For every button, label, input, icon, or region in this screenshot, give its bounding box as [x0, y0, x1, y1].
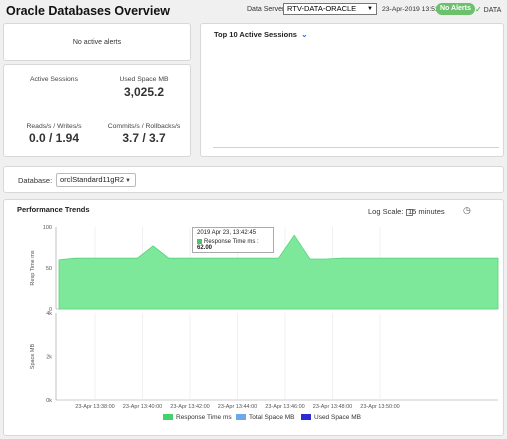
x-tick-label: 23-Apr 13:42:00 [170, 404, 209, 410]
y-tick-label: 4k [46, 311, 52, 317]
data-server-select[interactable]: RTV-DATA-ORACLE ▼ [283, 3, 377, 15]
legend-label: Used Space MB [314, 414, 361, 421]
log-scale-toggle[interactable]: Log Scale: [368, 207, 414, 216]
database-selector-card: Database: orclStandard11gR2 ▼ [3, 166, 504, 193]
top10-chart-baseline [213, 147, 499, 148]
legend-item-response-time[interactable]: Response Time ms [163, 414, 232, 421]
dropdown-caret-icon: ▼ [125, 178, 131, 184]
top10-sessions-card: Top 10 Active Sessions ⌄ [200, 23, 504, 157]
reads-writes-label: Reads/s / Writes/s [26, 123, 82, 130]
time-range-select[interactable]: 15 minutes [408, 207, 445, 216]
response-time-area [58, 234, 499, 310]
performance-trends-title: Performance Trends [17, 205, 90, 214]
x-tick-label: 23-Apr 13:40:00 [123, 404, 162, 410]
checkmark-icon: ✓ [475, 5, 482, 14]
data-server-value: RTV-DATA-ORACLE [287, 4, 357, 13]
tooltip-row: Response Time ms : 62.00 [197, 239, 259, 252]
active-sessions-label: Active Sessions [30, 76, 78, 83]
response-time-chart: 0 50 100 Resp Time ms [30, 225, 499, 313]
database-value: orclStandard11gR2 [60, 175, 125, 184]
data-server-label: Data Server: [247, 6, 287, 13]
legend-swatch [163, 414, 173, 421]
log-scale-checkbox[interactable] [406, 208, 414, 216]
legend-label: Response Time ms [176, 414, 232, 421]
log-scale-label: Log Scale: [368, 207, 404, 216]
x-tick-label: 23-Apr 13:48:00 [313, 404, 352, 410]
top10-title[interactable]: Top 10 Active Sessions ⌄ [214, 30, 308, 39]
y-tick-label: 0 [49, 307, 52, 313]
data-indicator-label: DATA [483, 7, 502, 14]
reads-writes-value[interactable]: 0.0 / 1.94 [28, 131, 80, 145]
used-space-value[interactable]: 3,025.2 [123, 85, 165, 99]
clock-icon[interactable]: ◷ [463, 205, 471, 215]
tooltip-swatch [197, 239, 202, 244]
tooltip-series: Response Time ms [204, 239, 256, 246]
used-space-label: Used Space MB [119, 76, 169, 83]
database-select[interactable]: orclStandard11gR2 ▼ [56, 173, 136, 187]
page-title: Oracle Databases Overview [6, 4, 170, 18]
data-indicator: ✓ DATA [475, 5, 501, 14]
x-tick-label: 23-Apr 13:46:00 [265, 404, 304, 410]
timestamp: 23-Apr-2019 13:51 [382, 6, 439, 13]
metrics-card: Active Sessions Used Space MB 3,025.2 Re… [3, 64, 191, 157]
y-tick-label: 0k [46, 398, 52, 404]
y-tick-label: 2k [46, 355, 52, 361]
x-tick-label: 23-Apr 13:38:00 [75, 404, 114, 410]
y-axis-title: Space MB [30, 343, 36, 369]
tooltip-time: 2019 Apr 23, 13:42:45 [197, 230, 257, 236]
chart-tooltip: 2019 Apr 23, 13:42:45 Response Time ms :… [192, 227, 274, 253]
x-tick-label: 23-Apr 13:50:00 [360, 404, 399, 410]
x-tick-label: 23-Apr 13:44:00 [218, 404, 257, 410]
legend-swatch [301, 414, 311, 421]
commits-rollbacks-label: Commits/s / Rollbacks/s [107, 123, 181, 130]
alerts-card[interactable]: No active alerts [3, 23, 191, 61]
y-tick-label: 50 [46, 266, 52, 272]
commits-rollbacks-value[interactable]: 3.7 / 3.7 [122, 131, 166, 145]
y-tick-label: 100 [43, 225, 52, 231]
legend-item-total-space[interactable]: Total Space MB [236, 414, 295, 421]
chevron-down-icon[interactable]: ⌄ [300, 30, 308, 39]
top10-title-label: Top 10 Active Sessions [214, 30, 297, 39]
dropdown-caret-icon: ▼ [367, 6, 373, 12]
legend-item-used-space[interactable]: Used Space MB [301, 414, 361, 421]
tooltip-value: 62.00 [197, 245, 213, 252]
database-label: Database: [18, 176, 53, 185]
alert-status-badge[interactable]: No Alerts [436, 3, 475, 15]
space-chart: 23-Apr 13:38:00 23-Apr 13:40:00 23-Apr 13:… [30, 311, 498, 410]
y-axis-title: Resp Time ms [30, 250, 36, 285]
no-alerts-text: No active alerts [72, 39, 122, 46]
legend-label: Total Space MB [249, 414, 295, 421]
legend-swatch [236, 414, 246, 421]
